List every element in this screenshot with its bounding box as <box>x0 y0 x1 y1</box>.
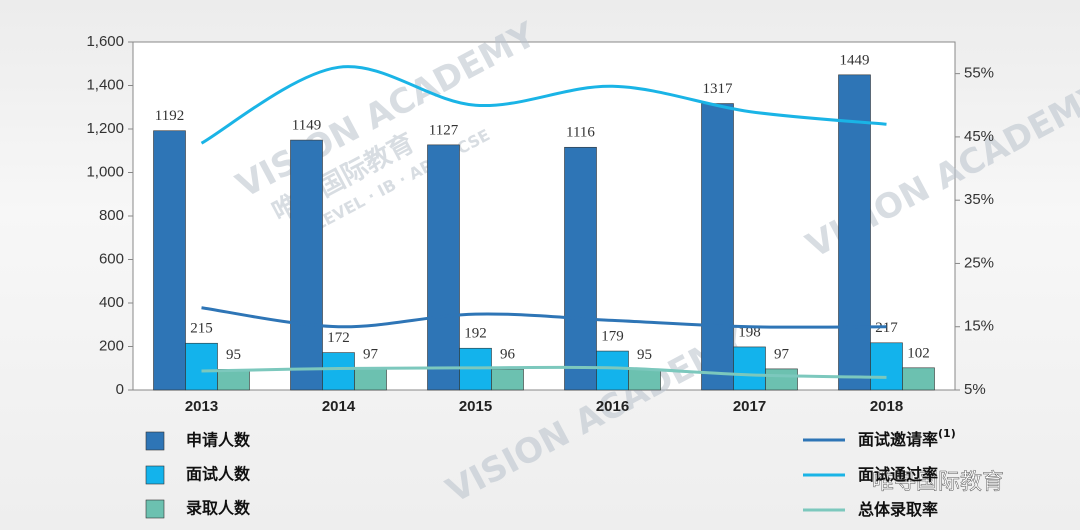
legend-swatch <box>145 499 165 519</box>
bar <box>628 369 661 391</box>
legend-label: 总体录取率 <box>858 500 938 519</box>
y2-tick-label: 5% <box>964 381 986 398</box>
x-tick-label: 2013 <box>185 398 218 415</box>
bar <box>354 368 387 391</box>
bar <box>596 350 629 391</box>
value-label: 1192 <box>155 108 184 124</box>
value-label: 192 <box>464 326 487 342</box>
value-label: 1127 <box>429 122 459 138</box>
value-label: 95 <box>637 347 652 363</box>
plot-area <box>132 41 956 391</box>
logo-text: 唯寻国际教育 <box>872 470 1004 495</box>
value-label: 97 <box>363 346 379 362</box>
bar <box>838 74 871 391</box>
y-tick-label: 600 <box>99 250 124 267</box>
bar <box>733 346 766 391</box>
bar <box>701 103 734 391</box>
legend-note: (1) <box>938 427 956 440</box>
bar <box>185 342 218 391</box>
bar <box>765 368 798 391</box>
y-tick-label: 1,000 <box>86 163 124 180</box>
bar <box>290 139 323 391</box>
legend-swatch <box>145 465 165 485</box>
legend-label: 申请人数 <box>186 431 251 450</box>
bar <box>217 369 250 391</box>
legend-label: 面试通过率 <box>858 465 938 484</box>
bar <box>902 367 935 391</box>
legend-label-text: 面试通过率 <box>858 465 938 484</box>
value-label: 1149 <box>292 118 321 134</box>
bar <box>870 342 903 391</box>
bar <box>491 368 524 391</box>
y-tick-label: 400 <box>99 294 124 311</box>
value-label: 1449 <box>840 52 870 68</box>
y2-tick-label: 35% <box>964 191 994 208</box>
legend-label-text: 面试邀请率 <box>858 430 938 449</box>
y-tick-label: 1,400 <box>86 76 124 93</box>
value-label: 217 <box>875 320 898 336</box>
value-label: 179 <box>601 329 624 345</box>
x-tick-label: 2017 <box>733 398 766 415</box>
x-tick-label: 2016 <box>596 398 629 415</box>
value-label: 95 <box>226 347 241 363</box>
x-tick-label: 2015 <box>459 398 492 415</box>
y-tick-label: 1,200 <box>86 120 124 137</box>
value-label: 1317 <box>703 81 734 97</box>
line <box>200 65 887 145</box>
value-label: 96 <box>500 347 516 363</box>
legend-label-text: 总体录取率 <box>858 500 938 519</box>
value-label: 102 <box>907 345 930 361</box>
legend-label: 面试邀请率(1) <box>858 427 956 449</box>
bar <box>153 130 186 391</box>
value-label: 172 <box>327 330 350 346</box>
legend-swatch <box>145 431 165 451</box>
line <box>201 365 887 379</box>
bar <box>427 144 460 391</box>
x-tick-label: 2014 <box>322 398 356 415</box>
legend-label: 录取人数 <box>186 499 251 518</box>
y-tick-label: 1,600 <box>86 33 124 50</box>
value-label: 215 <box>190 321 213 337</box>
y-tick-label: 800 <box>99 207 124 224</box>
y2-tick-label: 45% <box>964 128 994 145</box>
value-label: 198 <box>738 324 761 340</box>
value-label: 97 <box>774 346 790 362</box>
y2-tick-label: 15% <box>964 318 994 335</box>
legend-label: 面试人数 <box>186 465 251 484</box>
y-tick-label: 200 <box>99 337 124 354</box>
value-label: 1116 <box>566 125 595 141</box>
bar <box>564 146 597 391</box>
y2-tick-label: 55% <box>964 65 994 82</box>
y-tick-label: 0 <box>116 381 124 398</box>
x-tick-label: 2018 <box>870 398 903 415</box>
line <box>201 306 887 329</box>
y2-tick-label: 25% <box>964 254 994 271</box>
bar <box>322 352 355 391</box>
